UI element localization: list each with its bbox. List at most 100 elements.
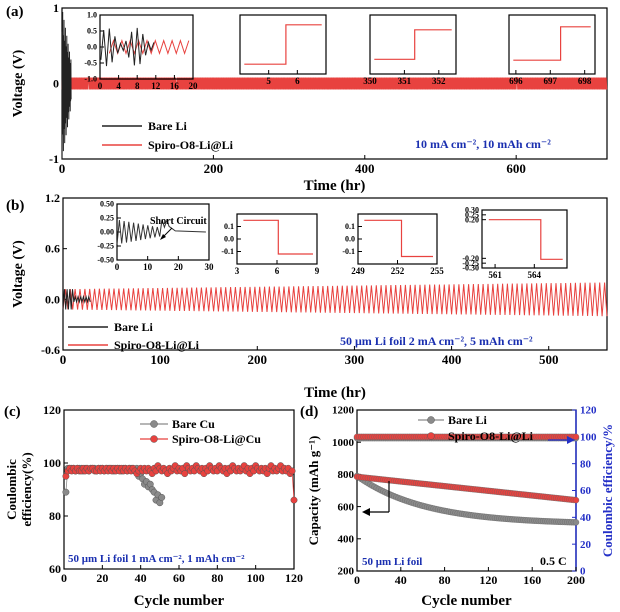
panel-c-ylabel-line2: efficiency(%) (19, 452, 34, 526)
panel-a-xlabel: Time (hr) (304, 178, 366, 194)
panel-c-point (288, 467, 296, 475)
panel-b-inset-1-y-tick-label: 0.0 (224, 235, 234, 244)
panel-a-y-tick-label: -1 (49, 152, 59, 166)
panel-a-legend-bare-text: Bare Li (148, 119, 187, 133)
panel-a-inset-0-x-tick-label: 0 (98, 81, 103, 91)
panel-a-legend-spiro-text: Spiro-O8-Li@Li (148, 138, 234, 152)
panel-c-y-tick-label: 80 (49, 509, 61, 523)
panel-c-x-tick-label: 120 (285, 571, 303, 585)
panel-d-label: (d) (300, 404, 318, 420)
panel-b-inset-0-y-tick-label: 0.50 (100, 200, 114, 209)
panel-d-y2-tick-label: 120 (580, 405, 597, 417)
panel-a-inset-0-x-tick-label: 20 (189, 81, 199, 91)
panel-d-y-tick-label: 200 (338, 566, 355, 578)
panel-b-inset-1-x-tick-label: 6 (275, 266, 280, 276)
panel-b-inset-2-y-tick-label: 0.0 (345, 235, 355, 244)
panel-b-inset-0-y-tick-label: 0.25 (100, 214, 114, 223)
panel-b-inset-2-y-tick-label: 0.1 (345, 222, 355, 231)
panel-b-axes (62, 197, 608, 351)
panel-a-inset-0-x-tick-label: 8 (135, 81, 140, 91)
panel-a-inset-2-series (374, 29, 452, 60)
panel-a-x-tick-label: 0 (59, 161, 66, 176)
panel-a-inset-0-x-tick-label: 16 (170, 81, 180, 91)
panel-a-inset-0-x-tick-label: 12 (151, 81, 161, 91)
panel-b-inset-1-x-tick-label: 9 (315, 266, 320, 276)
panel-b-inset-3-y-tick-label: -0.25 (462, 259, 479, 268)
panel-c-x-tick-label: 0 (61, 571, 67, 585)
panel-c-y-tick-label: 120 (43, 403, 61, 417)
panel-d-legend-0-text: Bare Li (448, 413, 487, 427)
panel-b-series-bare (62, 289, 91, 310)
panel-d-x-tick-label: 120 (479, 573, 497, 587)
panel-c-y-tick-label: 60 (49, 562, 61, 576)
panel-b-inset-0-y-tick-label: -0.50 (97, 256, 114, 265)
panel-b-inset-1-y-tick-label: 0.1 (224, 222, 234, 231)
panel-d-y-tick-label: 800 (338, 469, 355, 481)
panel-d-y-tick-label: 1000 (332, 437, 355, 449)
panel-d-efficiency-point (572, 433, 580, 441)
panel-b-y-tick-label: 1.2 (45, 191, 60, 205)
panel-a-label: (a) (6, 4, 24, 20)
panel-b-label: (b) (6, 198, 24, 214)
panel-d-annotation: 50 μm Li foil (362, 556, 422, 568)
panel-a-inset-0-spiro (108, 38, 190, 56)
panel-b-y-tick-label: 0.6 (45, 242, 60, 256)
panel-a-inset-0-y-tick-label: 0.0 (87, 43, 97, 52)
panel-b-legend-bare-text: Bare Li (114, 320, 153, 334)
panel-d-y2-tick-label: 0 (580, 566, 586, 578)
panel-b-inset-2-x-tick-label: 249 (351, 266, 365, 276)
panel-b-inset-0-label: Short Circuit (150, 216, 207, 227)
panel-b-inset-0-series (116, 218, 206, 245)
panel-b-y-tick-label: 0.0 (45, 292, 60, 306)
panel-b-inset-0-x-tick-label: 0 (115, 262, 120, 272)
panel-b-inset-3-x-tick-label: 561 (488, 270, 502, 280)
panel-d-x-tick-label: 200 (567, 573, 585, 587)
panel-d-x-tick-label: 40 (395, 573, 407, 587)
panel-a-y-tick-label: 0 (53, 77, 59, 91)
panel-b-inset-1-axes (236, 213, 318, 265)
panel-b-inset-3-axes (481, 209, 568, 269)
panel-a-inset-0-y-tick-label: 0.5 (87, 27, 97, 36)
panel-d-legend-1-text: Spiro-O8-Li@Li (448, 429, 534, 443)
panel-d-y2-tick-label: 40 (580, 512, 592, 524)
panel-b-inset-1-x-tick-label: 3 (235, 266, 240, 276)
panel-d-x-tick-label: 160 (523, 573, 541, 587)
panel-b-inset-3-series (488, 219, 563, 260)
panel-b-legend-spiro-text: Spiro-O8-Li@Li (114, 338, 200, 352)
panel-a-inset-0-y-tick-label: -1.0 (84, 75, 97, 84)
panel-b-ylabel: Voltage (V) (11, 240, 26, 308)
panel-c-x-tick-label: 20 (96, 571, 108, 585)
panel-b-inset-0-x-tick-label: 10 (143, 262, 153, 272)
panel-a-inset-3-axes (508, 14, 596, 75)
panel-a-inset-3-x-tick-label: 698 (578, 76, 592, 86)
panel-b-x-tick-label: 200 (248, 352, 268, 367)
panel-d-y2-tick-label: 20 (580, 539, 592, 551)
panel-b-inset-0-x-tick-label: 20 (174, 262, 184, 272)
panel-a-inset-2-axes (369, 14, 457, 75)
panel-a-x-tick-label: 200 (204, 161, 224, 176)
panel-c-xlabel: Cycle number (134, 593, 225, 609)
panel-c-point (290, 496, 298, 504)
panel-c-x-tick-label: 80 (211, 571, 223, 585)
panel-c-legend-1-marker (150, 435, 158, 443)
panel-d-x-tick-label: 80 (439, 573, 451, 587)
panel-c-point (158, 494, 166, 501)
panel-d-x-tick-label: 0 (354, 573, 360, 587)
panel-d-y-tick-label: 600 (338, 501, 355, 513)
panel-b-inset-3-y-tick-label: -0.30 (462, 264, 479, 273)
panel-c-point (62, 488, 70, 496)
panel-a-series-spiro (61, 77, 608, 90)
panel-d-y2-tick-label: 60 (580, 485, 592, 497)
panel-b-x-tick-label: 0 (60, 352, 67, 367)
panel-a-x-tick-label: 600 (506, 161, 526, 176)
panel-d-ylabel: Capacity (mAh g⁻¹) (306, 436, 321, 546)
panel-c-legend-0-marker (150, 420, 158, 428)
panel-a-inset-3-series (513, 26, 591, 61)
panel-a-inset-1-series (244, 24, 322, 65)
panel-d-rate-label: 0.5 C (540, 554, 567, 568)
panel-a-series-bare (61, 11, 72, 160)
panel-a-inset-2-x-tick-label: 351 (398, 76, 412, 86)
panel-a-inset-0-y-tick-label: -0.5 (84, 59, 97, 68)
panel-c-legend-0-text: Bare Cu (172, 417, 215, 431)
